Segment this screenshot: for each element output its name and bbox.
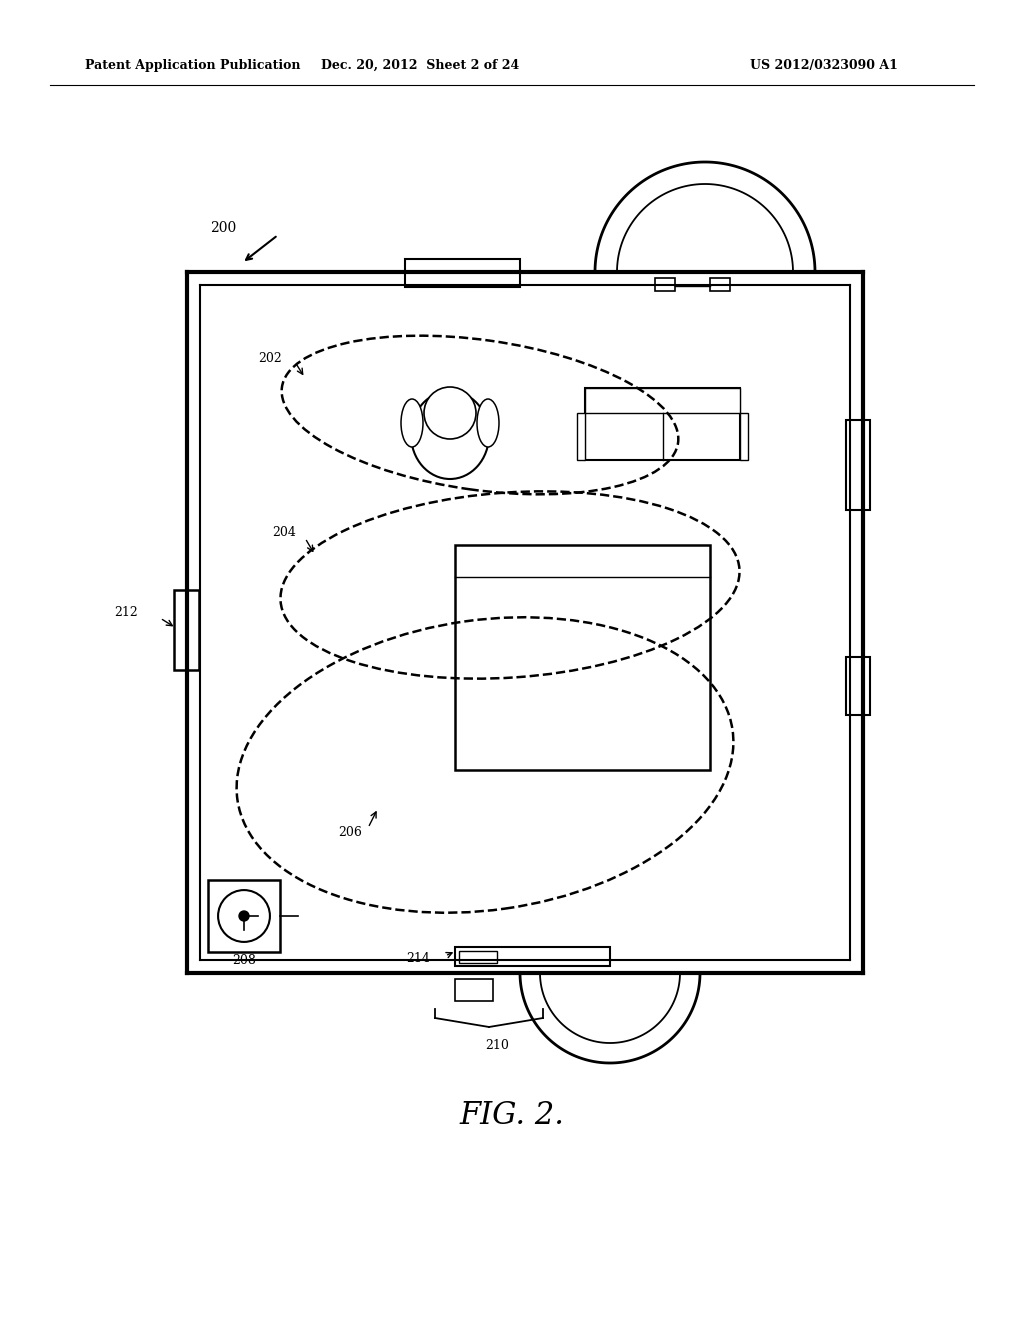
Text: 200: 200 [210, 220, 237, 235]
Bar [174, 590, 199, 671]
Bar [846, 420, 870, 510]
Ellipse shape [424, 387, 476, 440]
Text: 212: 212 [115, 606, 138, 619]
Ellipse shape [411, 391, 489, 479]
Bar [846, 657, 870, 715]
Text: 202: 202 [258, 351, 282, 364]
Circle shape [218, 890, 270, 942]
Bar [455, 545, 710, 770]
Text: 204: 204 [272, 525, 296, 539]
Text: Dec. 20, 2012  Sheet 2 of 24: Dec. 20, 2012 Sheet 2 of 24 [321, 58, 519, 71]
Text: 206: 206 [338, 825, 361, 838]
Bar [406, 259, 520, 286]
Bar [585, 388, 740, 413]
Bar [577, 413, 585, 459]
Text: 210: 210 [485, 1039, 509, 1052]
Bar [655, 279, 675, 290]
Bar [740, 413, 748, 459]
Text: FIG. 2.: FIG. 2. [460, 1100, 564, 1130]
Bar [455, 946, 610, 966]
Bar [585, 388, 740, 459]
Bar [208, 880, 280, 952]
Text: US 2012/0323090 A1: US 2012/0323090 A1 [750, 58, 898, 71]
Circle shape [239, 911, 249, 921]
Bar [455, 979, 493, 1001]
Text: Patent Application Publication: Patent Application Publication [85, 58, 300, 71]
Bar [459, 950, 497, 964]
Bar [710, 279, 730, 290]
Ellipse shape [477, 399, 499, 447]
Ellipse shape [401, 399, 423, 447]
Text: 214: 214 [407, 952, 430, 965]
Text: 208: 208 [232, 953, 256, 966]
